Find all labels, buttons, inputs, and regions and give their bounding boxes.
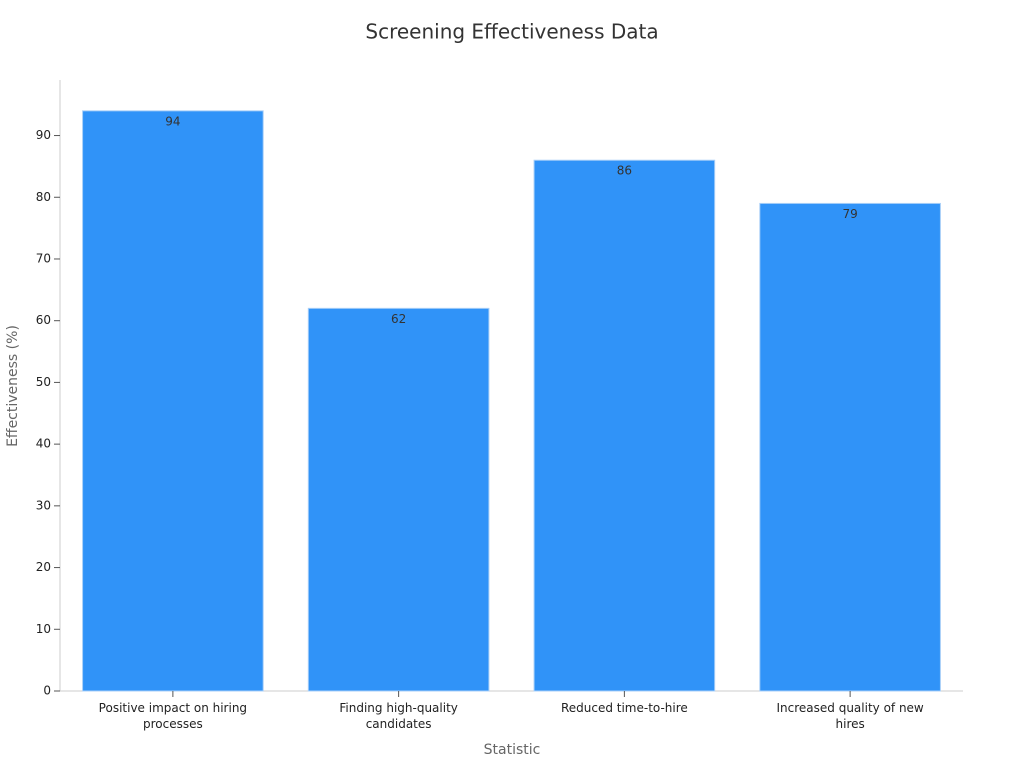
y-axis-label: Effectiveness (%) [5,325,21,447]
y-tick-label: 80 [36,190,51,204]
y-tick-label: 20 [36,560,51,574]
y-tick-label: 50 [36,375,51,389]
value-label: 79 [842,207,857,221]
y-tick-label: 70 [36,251,51,265]
value-label: 86 [617,164,632,178]
y-tick-label: 0 [43,684,51,698]
bar [82,110,264,692]
x-axis-label: Statistic [484,742,541,758]
x-tick-label: Finding high-quality candidates [339,701,458,731]
bar [307,307,490,692]
y-tick-label: 40 [36,437,51,451]
value-label: 62 [391,312,406,326]
y-tick-label: 90 [36,128,51,142]
chart-title: Screening Effectiveness Data [365,20,658,44]
bar [759,202,941,692]
x-tick-label: Reduced time-to-hire [560,701,688,715]
x-tick-label: Positive impact on hiring processes [98,701,248,731]
y-tick-label: 60 [36,313,51,327]
y-tick-label: 30 [36,498,51,512]
bar [533,159,716,692]
value-label: 94 [165,114,180,128]
y-tick-label: 10 [36,622,51,636]
x-tick-label: Increased quality of new hires [776,701,924,731]
